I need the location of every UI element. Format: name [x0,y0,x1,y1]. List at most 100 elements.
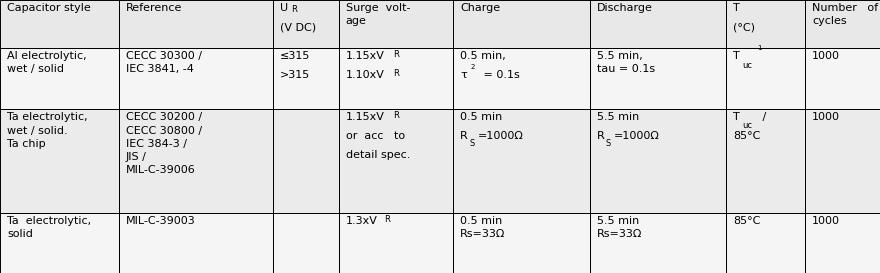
Text: Number   of
cycles: Number of cycles [812,3,878,26]
Text: 1.3xV: 1.3xV [346,216,378,226]
Text: 85°C: 85°C [733,131,760,141]
Bar [453,48,590,109]
Bar [590,0,726,48]
Bar [453,213,590,273]
Bar [273,0,339,48]
Bar [273,213,339,273]
Bar [273,109,339,213]
Bar [119,213,273,273]
Bar [805,48,880,109]
Text: R: R [393,69,400,78]
Bar [453,0,590,48]
Text: 5.5 min,
tau = 0.1s: 5.5 min, tau = 0.1s [597,51,655,74]
Bar [0,48,119,109]
Text: T: T [733,112,740,123]
Bar [590,0,726,48]
Bar [273,0,339,48]
Text: uc: uc [742,121,752,130]
Text: τ: τ [460,70,467,80]
Bar [119,48,273,109]
Bar [805,213,880,273]
Text: S: S [605,139,611,148]
Bar [805,48,880,109]
Text: 1.15xV: 1.15xV [346,112,385,123]
Text: R: R [291,5,297,14]
Text: 5.5 min: 5.5 min [597,112,639,123]
Bar [726,48,805,109]
Bar [339,213,453,273]
Text: T: T [733,51,740,61]
Text: Ta electrolytic,
wet / solid.
Ta chip: Ta electrolytic, wet / solid. Ta chip [7,112,88,149]
Text: = 0.1s: = 0.1s [480,70,519,80]
Bar [590,109,726,213]
Bar [339,0,453,48]
Text: Ta  electrolytic,
solid: Ta electrolytic, solid [7,216,92,239]
Text: U: U [280,3,288,13]
Text: T: T [733,3,740,13]
Bar [590,213,726,273]
Text: uc: uc [742,61,752,70]
Bar [0,109,119,213]
Text: 2: 2 [471,64,475,70]
Bar [339,213,453,273]
Bar [453,109,590,213]
Text: 85°C: 85°C [733,216,760,226]
Bar [273,48,339,109]
Bar [0,213,119,273]
Bar [453,109,590,213]
Bar [0,0,119,48]
Bar [726,213,805,273]
Bar [805,109,880,213]
Text: R: R [385,215,391,224]
Bar [805,109,880,213]
Text: 1.10xV: 1.10xV [346,70,385,80]
Bar [805,0,880,48]
Text: R: R [597,131,605,141]
Bar [0,0,119,48]
Bar [119,213,273,273]
Bar [453,213,590,273]
Text: Charge: Charge [460,3,501,13]
Bar [273,48,339,109]
Bar [0,48,119,109]
Text: 1000: 1000 [812,112,840,123]
Text: or  acc   to: or acc to [346,131,405,141]
Bar [590,213,726,273]
Text: Reference: Reference [126,3,182,13]
Text: 0.5 min: 0.5 min [460,112,502,123]
Bar [0,213,119,273]
Text: >315: >315 [280,70,310,80]
Bar [726,109,805,213]
Bar [339,109,453,213]
Bar [453,0,590,48]
Text: ≤315: ≤315 [280,51,311,61]
Bar [273,109,339,213]
Bar [726,109,805,213]
Bar [453,48,590,109]
Text: 1000: 1000 [812,51,840,61]
Bar [590,48,726,109]
Text: Discharge: Discharge [597,3,652,13]
Bar [339,0,453,48]
Bar [119,0,273,48]
Text: Capacitor style: Capacitor style [7,3,91,13]
Bar [119,48,273,109]
Bar [590,109,726,213]
Bar [119,109,273,213]
Bar [273,213,339,273]
Text: 1: 1 [758,45,762,51]
Text: (V DC): (V DC) [280,22,316,32]
Bar [119,109,273,213]
Bar [339,109,453,213]
Bar [726,213,805,273]
Text: detail spec.: detail spec. [346,150,410,160]
Text: =1000Ω: =1000Ω [478,131,524,141]
Bar [339,48,453,109]
Text: MIL-C-39003: MIL-C-39003 [126,216,195,226]
Text: (°C): (°C) [733,22,755,32]
Text: 0.5 min
Rs=33Ω: 0.5 min Rs=33Ω [460,216,506,239]
Bar [119,0,273,48]
Text: 0.5 min,: 0.5 min, [460,51,506,61]
Text: R: R [393,50,400,59]
Text: =1000Ω: =1000Ω [614,131,660,141]
